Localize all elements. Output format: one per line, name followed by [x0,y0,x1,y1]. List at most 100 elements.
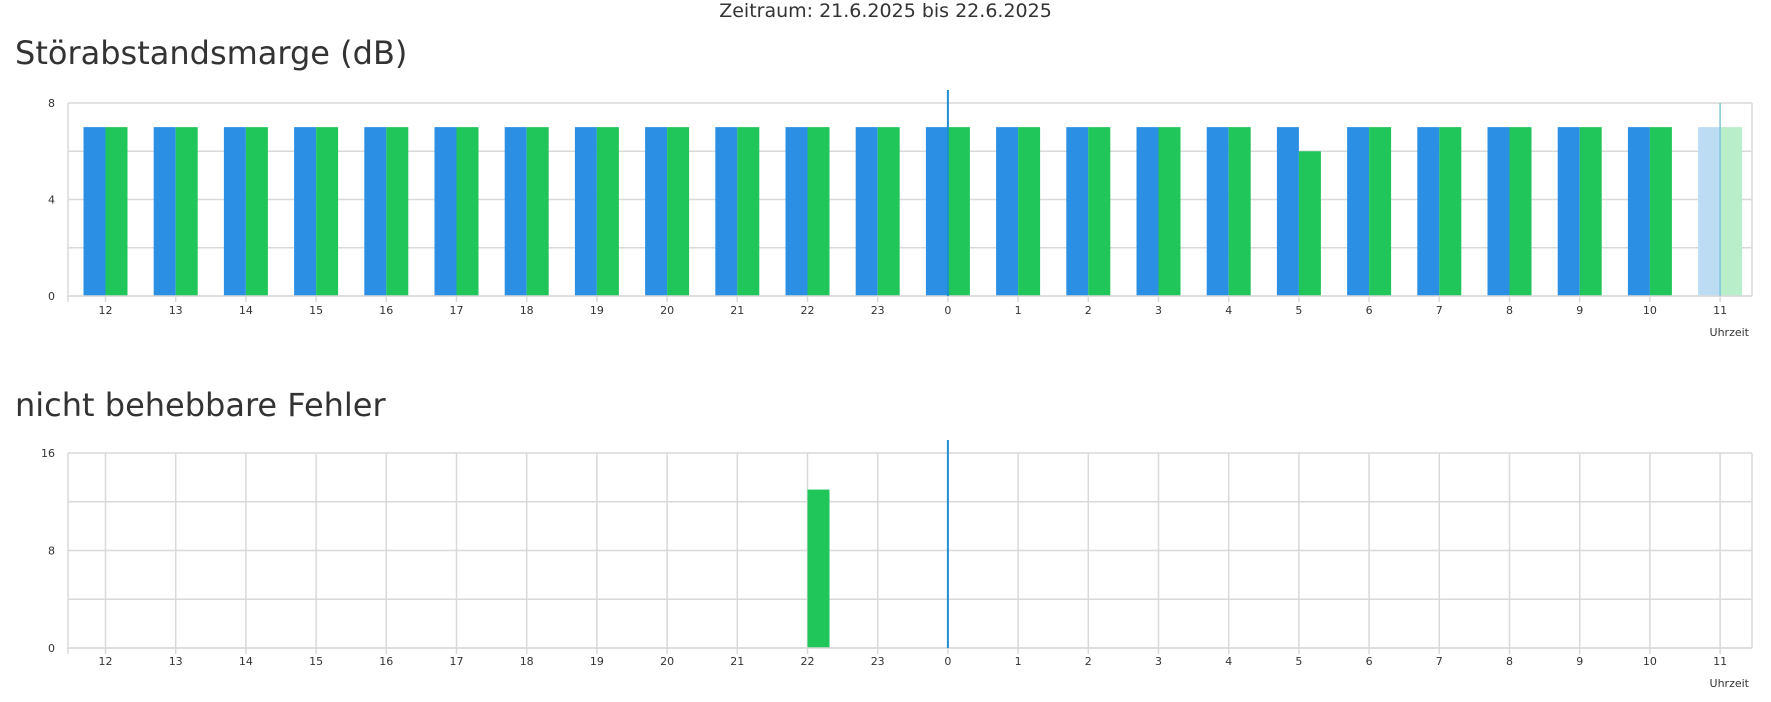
x-tick-label: 3 [1155,655,1162,668]
x-tick-label: 20 [660,304,674,317]
bar-blue-0 [925,127,948,296]
bar-green-14 [245,127,268,296]
bar-green-11 [1720,127,1743,296]
x-tick-label: 6 [1366,655,1373,668]
bar-green-1 [1018,127,1041,296]
x-tick-label: 14 [239,304,253,317]
x-axis-label: Uhrzeit [1710,677,1750,690]
bar-blue-7 [1417,127,1440,296]
y-tick-label: 16 [41,447,55,460]
x-tick-label: 12 [99,655,113,668]
bar-blue-1 [996,127,1019,296]
y-tick-label: 8 [48,97,55,110]
bar-green-6 [1369,127,1392,296]
bar-blue-8 [1487,127,1510,296]
bar-blue-9 [1557,127,1580,296]
x-tick-label: 23 [871,304,885,317]
bar-blue-22 [785,127,808,296]
bar-green-21 [737,127,760,296]
bar-blue-6 [1347,127,1370,296]
x-tick-label: 16 [379,655,393,668]
x-tick-label: 17 [450,304,464,317]
bar-green-23 [877,127,900,296]
x-tick-label: 0 [944,655,951,668]
bar-blue-11 [1698,127,1721,296]
bar-green-7 [1439,127,1462,296]
x-tick-label: 13 [169,304,183,317]
bars [807,489,830,648]
x-tick-label: 1 [1015,304,1022,317]
bar-green-9 [1579,127,1602,296]
x-tick-label: 9 [1576,304,1583,317]
bar-blue-2 [1066,127,1089,296]
x-tick-label: 20 [660,655,674,668]
x-tick-label: 8 [1506,655,1513,668]
x-tick-label: 3 [1155,304,1162,317]
x-tick-label: 9 [1576,655,1583,668]
x-tick-label: 2 [1085,655,1092,668]
x-tick-label: 22 [801,655,815,668]
x-tick-label: 19 [590,304,604,317]
x-tick-label: 13 [169,655,183,668]
chart-title-snr-margin: Störabstandsmarge (dB) [15,34,408,72]
bar-green-12 [105,127,128,296]
x-tick-label: 7 [1436,655,1443,668]
x-tick-label: 16 [379,304,393,317]
bar-blue-10 [1627,127,1650,296]
x-tick-label: 4 [1225,304,1232,317]
bar-green-19 [596,127,619,296]
y-tick-label: 4 [48,194,55,207]
x-tick-label: 8 [1506,304,1513,317]
x-tick-label: 10 [1643,655,1657,668]
x-tick-label: 12 [99,304,113,317]
bar-green-20 [667,127,690,296]
bar-green-8 [1509,127,1532,296]
x-tick-label: 11 [1713,304,1727,317]
grid [67,452,1753,654]
bar-green-5 [1298,151,1321,296]
x-tick-label: 10 [1643,304,1657,317]
bar-green-22 [807,127,830,296]
bar-green-17 [456,127,479,296]
x-tick-label: 11 [1713,655,1727,668]
x-tick-label: 15 [309,655,323,668]
x-tick-label: 2 [1085,304,1092,317]
chart-title-uncorrectable-errors: nicht behebbare Fehler [15,386,386,424]
bar-blue-5 [1276,127,1299,296]
period-label: Zeitraum: 21.6.2025 bis 22.6.2025 [719,0,1052,22]
bar-blue-18 [504,127,527,296]
bar-blue-4 [1206,127,1229,296]
x-tick-label: 23 [871,655,885,668]
bar-green-22 [807,489,830,648]
x-tick-label: 1 [1015,655,1022,668]
x-tick-label: 21 [730,655,744,668]
bar-green-13 [175,127,198,296]
x-tick-label: 4 [1225,655,1232,668]
bar-blue-3 [1136,127,1159,296]
bar-blue-21 [715,127,738,296]
x-tick-label: 18 [520,304,534,317]
x-tick-label: 18 [520,655,534,668]
x-tick-label: 15 [309,304,323,317]
bar-green-15 [316,127,339,296]
x-tick-label: 17 [450,655,464,668]
bar-blue-17 [434,127,457,296]
x-axis-label: Uhrzeit [1710,326,1750,339]
y-tick-label: 0 [48,642,55,655]
bars [83,127,1743,296]
x-tick-label: 5 [1295,304,1302,317]
bar-green-3 [1158,127,1181,296]
y-tick-label: 0 [48,290,55,303]
x-tick-label: 5 [1295,655,1302,668]
bar-blue-14 [223,127,246,296]
x-tick-label: 19 [590,655,604,668]
x-tick-label: 6 [1366,304,1373,317]
bar-green-2 [1088,127,1111,296]
x-tick-label: 7 [1436,304,1443,317]
bar-blue-15 [294,127,317,296]
bar-blue-16 [364,127,387,296]
x-tick-label: 21 [730,304,744,317]
y-tick-label: 8 [48,545,55,558]
